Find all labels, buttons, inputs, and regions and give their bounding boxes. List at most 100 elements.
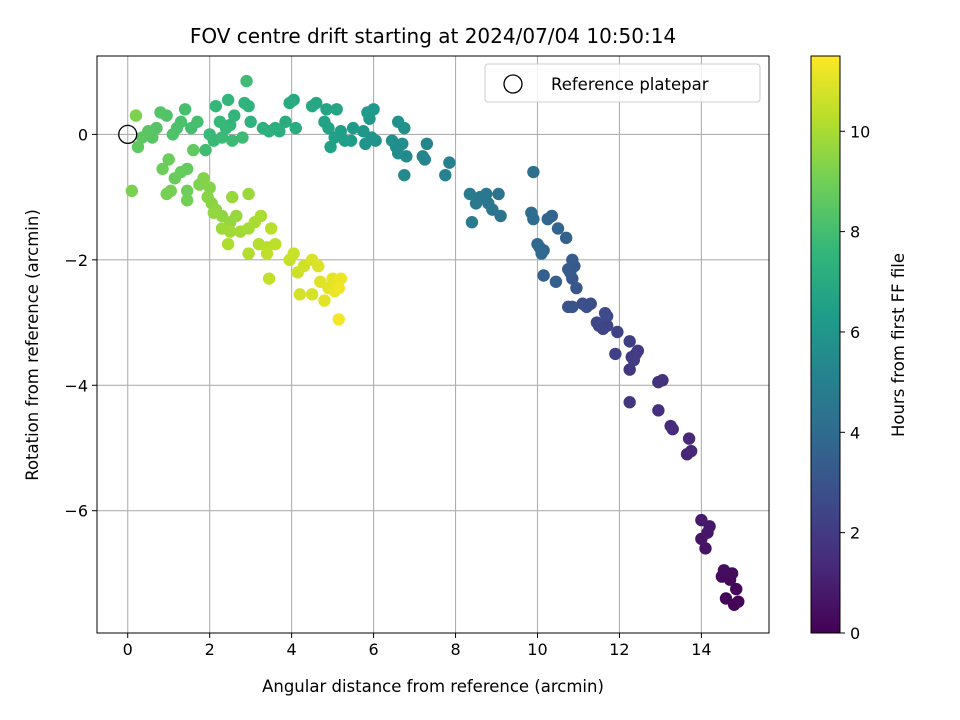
data-point bbox=[269, 237, 282, 251]
x-tick-label: 6 bbox=[368, 640, 378, 659]
x-tick-label: 2 bbox=[205, 640, 215, 659]
data-point bbox=[160, 187, 173, 201]
data-point bbox=[631, 344, 645, 357]
data-point bbox=[209, 99, 223, 113]
x-tick-label: 12 bbox=[609, 640, 629, 659]
data-point bbox=[242, 247, 255, 260]
data-point bbox=[168, 172, 182, 185]
y-axis-title: Rotation from reference (arcmin) bbox=[23, 209, 42, 481]
reference-platepar-marker bbox=[118, 124, 138, 145]
data-point bbox=[656, 374, 669, 387]
data-point bbox=[576, 297, 589, 310]
data-point bbox=[332, 313, 345, 326]
legend-box bbox=[484, 63, 761, 103]
data-point bbox=[541, 212, 554, 226]
data-point bbox=[178, 103, 192, 116]
data-point bbox=[260, 247, 274, 260]
data-point bbox=[396, 137, 409, 151]
colorbar-tick-label: 8 bbox=[850, 223, 860, 242]
data-point bbox=[562, 300, 575, 314]
data-point bbox=[156, 162, 169, 176]
x-tick-label: 10 bbox=[527, 640, 547, 659]
data-point bbox=[590, 316, 604, 329]
x-axis-title: Angular distance from reference (arcmin) bbox=[262, 677, 604, 696]
data-point bbox=[338, 134, 352, 147]
data-point bbox=[197, 172, 210, 185]
data-point bbox=[535, 247, 548, 260]
data-point bbox=[652, 404, 665, 417]
data-point bbox=[264, 222, 278, 235]
data-point bbox=[226, 190, 239, 204]
y-tick-label: 0 bbox=[78, 125, 88, 144]
data-point bbox=[682, 432, 696, 445]
data-point bbox=[465, 216, 479, 229]
data-point bbox=[293, 288, 307, 301]
data-point bbox=[439, 168, 452, 182]
legend-reference-marker-icon bbox=[503, 74, 523, 94]
data-point bbox=[219, 121, 233, 135]
y-tick-label: −4 bbox=[64, 376, 88, 395]
plot-frame bbox=[96, 55, 770, 634]
data-point bbox=[730, 582, 743, 596]
data-point bbox=[185, 121, 198, 135]
data-point bbox=[623, 335, 636, 348]
data-point bbox=[551, 222, 565, 235]
data-point bbox=[230, 209, 243, 223]
data-point bbox=[332, 281, 345, 295]
data-point bbox=[719, 592, 733, 605]
data-point bbox=[223, 225, 237, 238]
data-point bbox=[236, 131, 249, 144]
data-point bbox=[129, 109, 143, 122]
x-tick-label: 0 bbox=[123, 640, 133, 659]
data-point bbox=[207, 206, 220, 219]
data-point bbox=[226, 134, 239, 147]
legend-entry-reference: Reference platepar bbox=[551, 75, 709, 94]
data-point bbox=[627, 353, 640, 367]
data-point bbox=[312, 259, 325, 273]
data-point bbox=[328, 131, 341, 144]
data-point bbox=[559, 231, 573, 245]
data-point bbox=[359, 137, 372, 151]
data-point bbox=[391, 115, 405, 129]
colorbar-ticks: 0 2 4 6 8 10 bbox=[840, 122, 870, 643]
data-point bbox=[684, 444, 698, 458]
data-point bbox=[611, 325, 624, 339]
data-point bbox=[492, 187, 505, 201]
data-point bbox=[135, 131, 149, 144]
data-point bbox=[357, 125, 370, 138]
data-point bbox=[549, 275, 563, 288]
colorbar-title: Hours from first FF file bbox=[889, 253, 908, 437]
data-point bbox=[570, 281, 583, 295]
data-point bbox=[228, 109, 241, 122]
data-point bbox=[279, 115, 292, 129]
data-point bbox=[289, 121, 302, 135]
data-point bbox=[330, 103, 343, 116]
data-point bbox=[334, 272, 348, 285]
reference-marker-layer bbox=[118, 124, 138, 145]
data-point bbox=[154, 106, 167, 119]
data-point bbox=[562, 263, 575, 276]
x-tick-label: 14 bbox=[691, 640, 711, 659]
data-point bbox=[623, 363, 636, 376]
data-point bbox=[416, 150, 429, 163]
data-point bbox=[525, 206, 538, 219]
data-point bbox=[717, 564, 731, 577]
data-point bbox=[531, 237, 544, 251]
data-point bbox=[131, 140, 145, 154]
data-point bbox=[732, 595, 745, 608]
data-point bbox=[180, 194, 194, 207]
data-point bbox=[320, 103, 333, 116]
data-point bbox=[623, 396, 636, 409]
data-point bbox=[238, 96, 251, 110]
data-point bbox=[203, 181, 216, 194]
data-point bbox=[262, 272, 276, 285]
chart-title: FOV centre drift starting at 2024/07/04 … bbox=[190, 24, 676, 48]
legend: Reference platepar bbox=[484, 63, 761, 103]
data-point bbox=[420, 137, 434, 151]
colorbar-gradient bbox=[811, 56, 840, 633]
data-point bbox=[385, 134, 399, 147]
colorbar-tick-label: 2 bbox=[850, 524, 860, 543]
data-point bbox=[318, 115, 331, 129]
data-point bbox=[125, 184, 139, 198]
